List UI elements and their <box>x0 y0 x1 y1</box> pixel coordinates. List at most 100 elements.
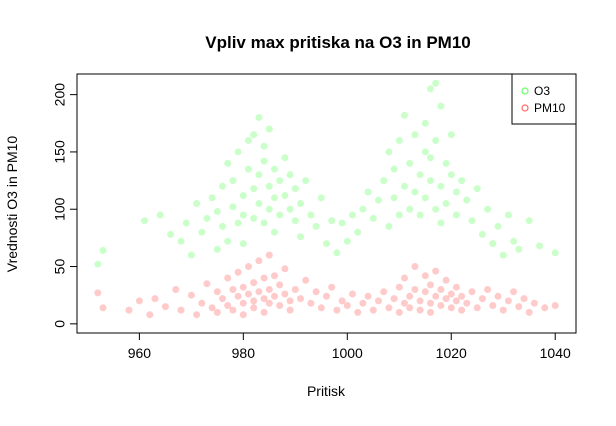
point-pm10 <box>307 299 315 307</box>
point-o3 <box>99 247 107 254</box>
point-pm10 <box>94 289 102 297</box>
point-o3 <box>463 196 471 204</box>
point-pm10 <box>265 286 273 293</box>
x-tick-label: 960 <box>128 345 152 361</box>
point-pm10 <box>395 308 403 316</box>
point-o3 <box>489 240 497 248</box>
point-o3 <box>167 230 175 238</box>
point-o3 <box>307 211 315 219</box>
point-pm10 <box>478 295 486 303</box>
point-pm10 <box>281 265 289 273</box>
legend-marker-pm10 <box>521 104 529 112</box>
point-o3 <box>255 200 263 207</box>
x-tick-label: 1020 <box>436 345 467 361</box>
point-pm10 <box>172 286 180 293</box>
point-pm10 <box>421 272 429 280</box>
point-pm10 <box>510 288 518 296</box>
point-pm10 <box>125 306 133 314</box>
point-o3 <box>276 211 284 219</box>
point-pm10 <box>494 292 502 300</box>
point-o3 <box>141 217 149 225</box>
point-pm10 <box>265 299 273 307</box>
point-pm10 <box>395 283 403 291</box>
point-pm10 <box>213 308 221 316</box>
point-o3 <box>271 194 278 202</box>
point-o3 <box>234 148 242 156</box>
point-pm10 <box>489 302 497 309</box>
point-pm10 <box>458 292 466 300</box>
point-o3 <box>260 219 268 227</box>
point-o3 <box>343 237 351 245</box>
point-o3 <box>515 245 523 253</box>
point-pm10 <box>213 288 221 296</box>
point-pm10 <box>260 308 268 316</box>
point-pm10 <box>427 281 434 289</box>
point-pm10 <box>260 274 268 282</box>
point-o3 <box>213 245 221 253</box>
point-o3 <box>364 188 372 196</box>
point-o3 <box>260 157 268 165</box>
point-o3 <box>265 125 273 133</box>
point-o3 <box>551 249 559 257</box>
point-pm10 <box>297 295 304 303</box>
point-o3 <box>473 185 481 193</box>
point-pm10 <box>203 280 211 288</box>
point-o3 <box>447 131 455 139</box>
point-o3 <box>302 177 310 185</box>
point-o3 <box>291 217 299 225</box>
point-pm10 <box>250 304 258 312</box>
point-pm10 <box>234 292 242 300</box>
point-pm10 <box>99 304 107 312</box>
point-pm10 <box>291 286 299 293</box>
point-o3 <box>265 182 273 190</box>
point-pm10 <box>151 295 159 303</box>
point-o3 <box>323 240 330 248</box>
point-o3 <box>245 165 252 173</box>
point-pm10 <box>281 290 289 298</box>
point-pm10 <box>239 299 247 307</box>
legend-label-pm10: PM10 <box>534 101 566 115</box>
point-pm10 <box>515 303 523 311</box>
point-pm10 <box>442 276 450 284</box>
point-pm10 <box>250 297 258 305</box>
point-o3 <box>437 182 445 190</box>
point-o3 <box>421 194 429 202</box>
point-o3 <box>468 217 476 225</box>
point-pm10 <box>375 297 382 305</box>
point-pm10 <box>442 295 450 303</box>
point-pm10 <box>520 295 528 303</box>
point-o3 <box>427 177 434 185</box>
points-layer <box>94 79 559 319</box>
point-pm10 <box>239 311 247 319</box>
point-o3 <box>427 154 434 162</box>
point-o3 <box>260 142 268 150</box>
point-pm10 <box>437 302 445 309</box>
point-o3 <box>380 177 388 185</box>
y-tick-label: 200 <box>52 83 68 107</box>
point-o3 <box>219 182 226 190</box>
point-o3 <box>390 194 398 202</box>
point-pm10 <box>484 286 492 293</box>
point-pm10 <box>447 290 455 298</box>
point-o3 <box>193 200 201 207</box>
point-pm10 <box>187 291 195 299</box>
point-pm10 <box>328 283 336 291</box>
point-o3 <box>281 192 289 199</box>
point-o3 <box>286 205 294 213</box>
point-o3 <box>328 217 336 225</box>
point-pm10 <box>135 297 143 305</box>
point-pm10 <box>427 308 434 316</box>
point-pm10 <box>343 302 351 309</box>
point-o3 <box>385 148 393 156</box>
point-pm10 <box>245 263 252 270</box>
point-o3 <box>385 222 393 230</box>
legend: O3 PM10 <box>511 73 577 125</box>
point-o3 <box>338 219 346 227</box>
point-o3 <box>395 211 403 219</box>
point-pm10 <box>369 306 377 314</box>
point-o3 <box>499 251 507 259</box>
point-o3 <box>255 114 263 121</box>
point-pm10 <box>161 303 169 311</box>
point-pm10 <box>260 295 268 303</box>
